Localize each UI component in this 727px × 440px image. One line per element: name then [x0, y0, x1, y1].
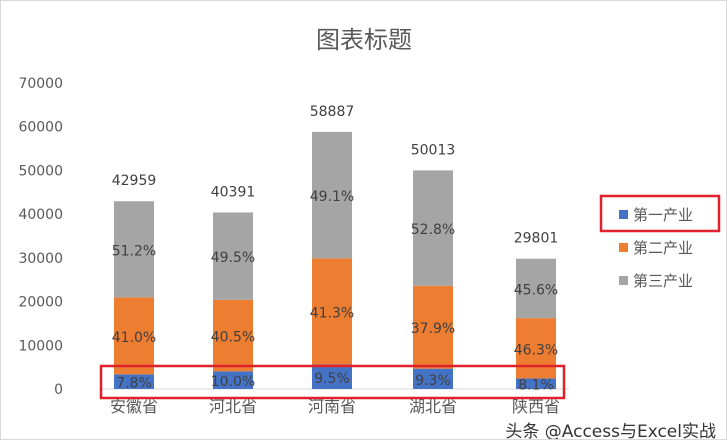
- data-label: 7.8%: [116, 376, 152, 392]
- bar-segment: [413, 170, 453, 286]
- data-label: 45.6%: [514, 282, 558, 298]
- y-tick-label: 30000: [18, 251, 63, 267]
- y-tick-label: 60000: [18, 120, 63, 136]
- y-tick-label: 10000: [18, 338, 63, 354]
- bar-segment: [114, 374, 154, 389]
- highlight-box-primary: [99, 364, 566, 400]
- data-label: 8.1%: [518, 378, 554, 394]
- bar-segment: [413, 285, 453, 369]
- data-label: 41.3%: [310, 305, 354, 321]
- y-tick-label: 20000: [18, 295, 63, 311]
- data-label: 51.2%: [112, 243, 156, 259]
- total-label: 50013: [411, 142, 456, 158]
- bar-segment: [114, 201, 154, 298]
- total-label: 42959: [112, 173, 157, 189]
- data-label: 52.8%: [411, 222, 455, 238]
- bar-segment: [213, 212, 253, 300]
- y-tick-label: 70000: [18, 76, 63, 92]
- legend-swatch: [619, 210, 628, 219]
- bar-segment: [312, 131, 352, 259]
- x-tick-label: 河南省: [308, 397, 356, 416]
- y-tick-label: 40000: [18, 207, 63, 223]
- y-tick-label: 0: [54, 382, 63, 398]
- legend-label: 第三产业: [633, 272, 693, 290]
- data-label: 37.9%: [411, 321, 455, 337]
- data-label: 41.0%: [112, 330, 156, 346]
- data-label: 9.5%: [314, 371, 350, 387]
- total-label: 40391: [211, 184, 256, 200]
- bar-segment: [312, 258, 352, 365]
- data-label: 9.3%: [415, 373, 451, 389]
- x-tick-label: 湖北省: [409, 397, 457, 416]
- bar-segment: [114, 297, 154, 375]
- total-label: 29801: [514, 231, 559, 247]
- x-tick-label: 陕西省: [512, 397, 560, 416]
- chart-title: 图表标题: [316, 26, 412, 54]
- bar-segment: [213, 371, 253, 389]
- bar-segment: [312, 364, 352, 389]
- bar-segment: [413, 368, 453, 389]
- legend-swatch: [619, 276, 628, 285]
- data-label: 46.3%: [514, 342, 558, 358]
- y-tick-label: 50000: [18, 163, 63, 179]
- highlight-box-legend: [599, 194, 721, 233]
- legend-swatch: [619, 243, 628, 252]
- x-tick-label: 河北省: [209, 397, 257, 416]
- data-label: 49.1%: [310, 189, 354, 205]
- legend-label: 第二产业: [633, 239, 693, 257]
- data-label: 40.5%: [211, 330, 255, 346]
- bar-segment: [516, 378, 556, 389]
- legend-label: 第一产业: [633, 206, 693, 224]
- total-label: 58887: [310, 104, 355, 120]
- data-label: 49.5%: [211, 250, 255, 266]
- x-tick-label: 安徽省: [110, 397, 158, 416]
- bar-segment: [213, 299, 253, 372]
- data-label: 10.0%: [211, 374, 255, 390]
- bar-segment: [516, 258, 556, 319]
- bar-segment: [516, 318, 556, 379]
- watermark: 头条 @Access与Excel实战: [505, 422, 716, 440]
